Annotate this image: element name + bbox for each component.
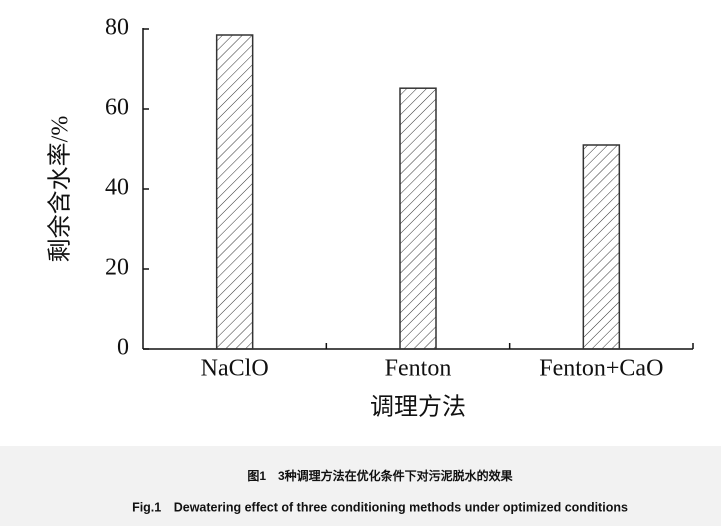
y-tick-label: 60 <box>105 95 129 121</box>
bar <box>399 87 437 350</box>
y-tick-label: 0 <box>117 335 129 361</box>
x-tick-label: Fenton+CaO <box>539 356 663 382</box>
caption-en: Fig.1 Dewatering effect of three conditi… <box>132 500 628 514</box>
caption-band <box>0 446 721 526</box>
y-tick-label: 80 <box>105 15 129 41</box>
x-tick-label: Fenton <box>385 356 452 382</box>
bar <box>215 34 254 350</box>
y-tick-label: 20 <box>105 255 129 281</box>
x-axis-label: 调理方法 <box>370 394 466 421</box>
caption-zh: 图1 3种调理方法在优化条件下对污泥脱水的效果 <box>247 468 512 483</box>
bar <box>582 144 621 350</box>
y-axis-label: 剩余含水率/% <box>47 116 74 263</box>
y-tick-label: 40 <box>105 175 129 201</box>
x-tick-label: NaClO <box>201 356 269 382</box>
